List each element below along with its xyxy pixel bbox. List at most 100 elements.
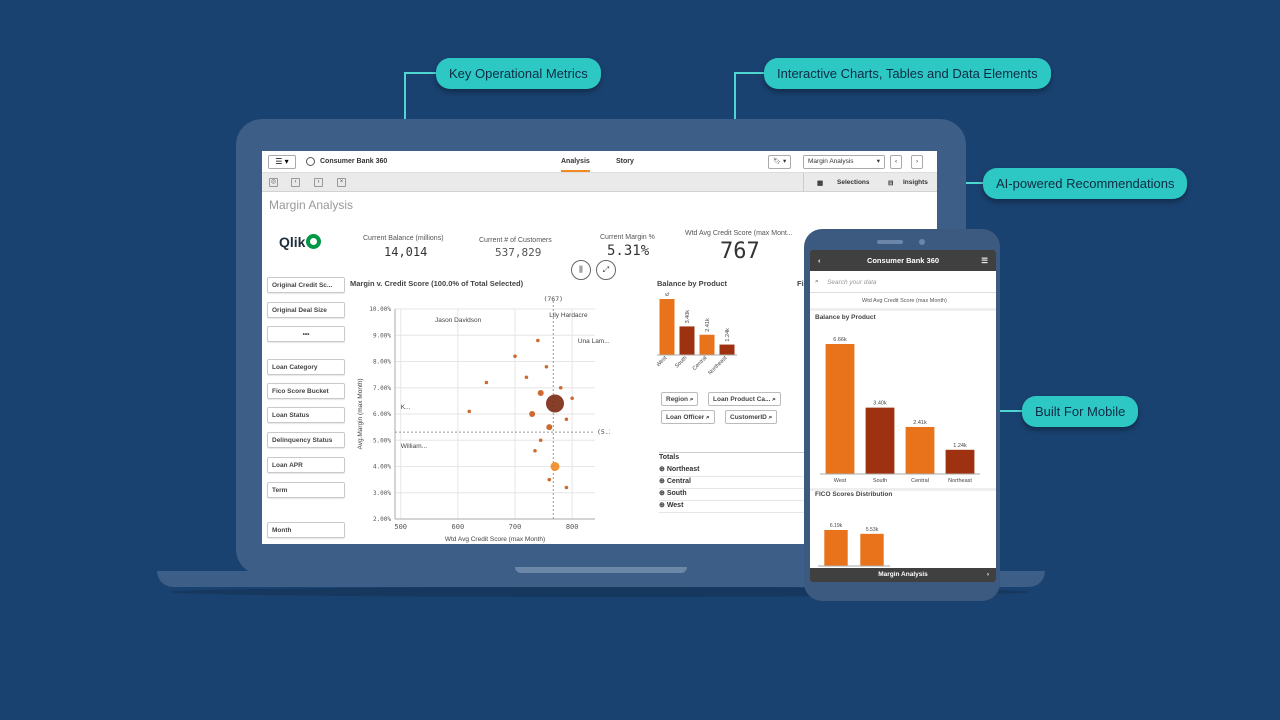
selections-button[interactable]: Selections (837, 179, 870, 186)
clear-selections-icon[interactable]: × (337, 178, 346, 187)
filter-month[interactable]: Month (267, 522, 345, 538)
data-label: 5.53k (866, 527, 879, 533)
kpi-margin-value: 5.31% (607, 243, 650, 259)
callout-line (405, 72, 437, 74)
tab-analysis[interactable]: Analysis (561, 158, 590, 172)
customer-id-search-chip[interactable]: CustomerID ⌕ (725, 410, 778, 424)
region-west: West (666, 502, 684, 509)
columns-icon: ⫼ (579, 265, 583, 274)
data-label: 3.40k (685, 310, 691, 324)
expand-row-icon: ⊕ (659, 502, 667, 509)
category-label: Central (911, 478, 929, 484)
step-forward-icon[interactable]: › (314, 178, 323, 187)
bookmark-button[interactable]: 🔖︎ ▾ (768, 155, 792, 169)
insights-button[interactable]: Insights (903, 179, 928, 186)
search-icon: ⌕ (706, 414, 710, 421)
back-icon[interactable]: ‹ (818, 256, 821, 265)
y-tick-label: 7.00% (373, 385, 391, 392)
section-divider (810, 308, 996, 311)
insights-icon[interactable]: ⊟ (888, 180, 894, 187)
kpi-credit-label: Wtd Avg Credit Score (max Mont... (685, 230, 793, 237)
reference-y-label: (5.31%) (597, 428, 610, 436)
bar (719, 344, 735, 355)
bar (865, 407, 895, 474)
x-axis-title: Wtd Avg Credit Score (max Month) (445, 536, 545, 543)
y-tick-label: 9.00% (373, 332, 391, 339)
next-sheet-button[interactable]: › (911, 155, 924, 169)
callout-key-metrics: Key Operational Metrics (436, 58, 601, 89)
filter-loan-apr[interactable]: Loan APR (267, 457, 345, 473)
kpi-customers-value: 537,829 (495, 246, 542, 259)
kpi-margin-label: Current Margin % (600, 234, 655, 241)
data-label: 1.24k (953, 443, 967, 449)
table-row[interactable]: ⊕ Central (659, 477, 804, 489)
chevron-right-icon: › (986, 571, 989, 578)
filter-delinquency-status[interactable]: Delinquency Status (267, 432, 345, 448)
search-icon: ⌕ (768, 414, 773, 421)
scatter-point (538, 438, 543, 443)
balance-bar-chart[interactable]: 6.66k West 3.40k South 2.41k Central 1.24k Nort… (657, 291, 807, 381)
bar (905, 426, 935, 474)
data-label: 2.41k (913, 420, 927, 426)
smart-search-icon[interactable]: ◎ (269, 178, 278, 187)
filter-loan-status[interactable]: Loan Status (267, 407, 345, 423)
y-axis-title: Avg.Margin (max Month) (357, 378, 364, 449)
scatter-title: Margin v. Credit Score (100.0% of Total … (350, 279, 524, 288)
filter-fico-score-bucket[interactable]: Fico Score Bucket (267, 383, 345, 399)
filter-original-deal-size[interactable]: Original Deal Size (267, 302, 345, 318)
bar-chart-title: Balance by Product (657, 279, 728, 288)
data-label: 1.24k (725, 328, 731, 342)
table-row[interactable]: ⊕ Northeast (659, 465, 804, 477)
loan-product-search-chip[interactable]: Loan Product Ca... ⌕ (708, 392, 781, 406)
filter-loan-category[interactable]: Loan Category (267, 359, 345, 375)
y-tick-label: 4.00% (373, 464, 391, 471)
bar (825, 344, 855, 474)
menu-button[interactable]: ☰ ▾ (268, 155, 296, 169)
sheet-selector[interactable]: Margin Analysis ▾ (803, 155, 885, 169)
mobile-header: ‹ Consumer Bank 360 ☰ (810, 250, 996, 271)
fico-title: FICO Scores Distribution (815, 491, 893, 498)
exploration-button[interactable]: ⫼ (571, 260, 591, 280)
mobile-app-title: Consumer Bank 360 (866, 256, 940, 265)
x-tick-label: 800 (566, 523, 579, 531)
scatter-point (550, 462, 560, 471)
mobile-footer-label: Margin Analysis (878, 571, 928, 578)
expand-row-icon: ⊕ (659, 466, 667, 473)
tab-story[interactable]: Story (616, 158, 634, 165)
y-tick-label: 10.00% (369, 306, 391, 313)
step-back-icon[interactable]: ‹ (291, 178, 300, 187)
region-search-chip[interactable]: Region ⌕ (661, 392, 699, 406)
selections-toolbar: ◎ ‹ › × ▦ Selections ⊟ Insights (262, 173, 937, 192)
region-northeast: Northeast (666, 466, 700, 473)
y-tick-label: 3.00% (373, 490, 391, 497)
prev-sheet-button[interactable]: ‹ (890, 155, 903, 169)
fullscreen-button[interactable]: ⤢ (596, 260, 616, 280)
scatter-chart[interactable]: 2.00% 3.00% 4.00% 5.00% 6.00% 7.00% 8.00% 9.00%… (350, 291, 610, 544)
mobile-kpi-label: Wtd Avg Credit Score (max Month) (862, 298, 947, 304)
mobile-fico-chart[interactable]: 6.19k 5.53k (810, 500, 996, 568)
menu-icon[interactable]: ☰ (981, 256, 988, 265)
bar (659, 299, 675, 355)
loan-officer-search-chip[interactable]: Loan Officer ⌕ (661, 410, 715, 424)
data-label: 6.66k (665, 291, 671, 296)
point-annotation: Lily Hardacre (549, 312, 588, 319)
mobile-balance-bar-chart[interactable]: 6.66k West 3.40k South 2.41k Central 1.24k Nort… (810, 322, 996, 487)
filter-original-credit-score[interactable]: Original Credit Sc... (267, 277, 345, 293)
customer-id-chip-label: CustomerID (730, 414, 767, 421)
qlik-q-icon (306, 234, 322, 249)
callout-interactive: Interactive Charts, Tables and Data Elem… (764, 58, 1051, 89)
category-label: South (674, 355, 688, 369)
more-filters-button[interactable]: ••• (267, 326, 345, 342)
selections-icon[interactable]: ▦ (817, 180, 824, 187)
y-tick-label: 5.00% (373, 437, 391, 444)
region-south: South (666, 490, 687, 497)
mobile-footer[interactable]: Margin Analysis › (810, 568, 996, 582)
x-tick-label: 500 (394, 523, 407, 531)
reference-x-label: (767) (543, 295, 563, 303)
point-annotation: K... (401, 404, 411, 411)
filter-term[interactable]: Term (267, 482, 345, 498)
y-tick-label: 6.00% (373, 411, 391, 418)
table-row[interactable]: ⊕ West (659, 501, 804, 513)
table-row[interactable]: ⊕ South (659, 489, 804, 501)
mobile-search-input[interactable]: ⌕ Search your data (810, 273, 996, 293)
